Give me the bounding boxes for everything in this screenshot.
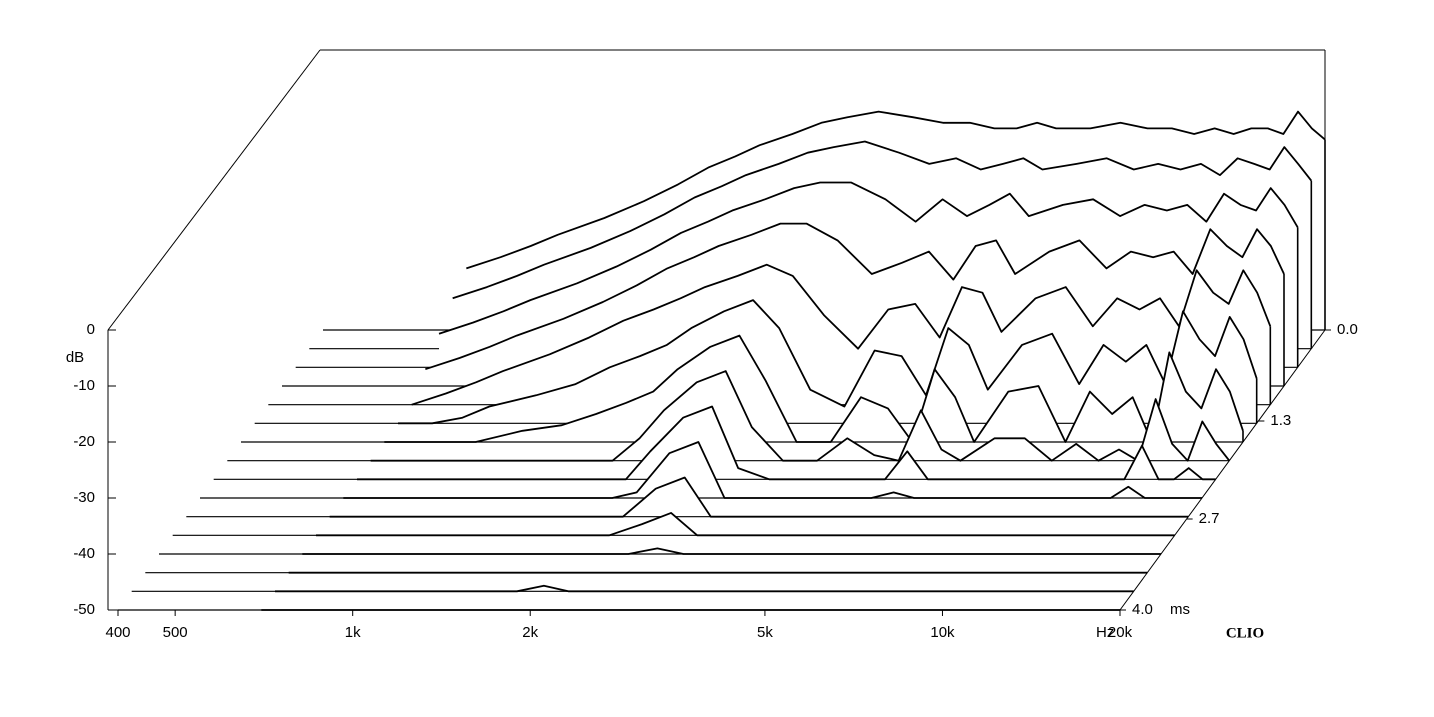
slice-curve xyxy=(316,512,1175,537)
slice-curve xyxy=(302,547,1161,555)
x-tick-label: 20k xyxy=(1108,624,1133,641)
y-tick-label: -40 xyxy=(73,545,95,562)
x-tick-label: 2k xyxy=(522,624,538,641)
x-unit: Hz xyxy=(1096,624,1114,641)
y-tick-label: -50 xyxy=(73,601,95,618)
z-unit: ms xyxy=(1170,601,1190,618)
x-tick-label: 1k xyxy=(345,624,361,641)
slice-curve xyxy=(398,299,1258,425)
slice-curve xyxy=(438,181,1299,335)
brand: CLIO xyxy=(1226,625,1264,641)
z-axis xyxy=(1119,329,1326,611)
slice-curve xyxy=(370,370,1231,462)
x-tick-label: 10k xyxy=(930,624,955,641)
slice-curve xyxy=(384,334,1244,443)
y-tick-label: -20 xyxy=(73,433,95,450)
slice-mask xyxy=(384,335,1244,442)
slices xyxy=(118,110,1326,611)
y-tick-label: -10 xyxy=(73,377,95,394)
slice-curve xyxy=(329,476,1189,518)
slice-curve xyxy=(466,110,1326,270)
x-tick-label: 5k xyxy=(757,624,773,641)
y-tick-label: -30 xyxy=(73,489,95,506)
slice-curve xyxy=(275,584,1134,593)
z-tick-label: 2.7 xyxy=(1199,510,1220,527)
frame-diagonal xyxy=(107,49,321,331)
y-tick-label: 0 xyxy=(87,321,95,338)
slice-curve xyxy=(343,441,1202,499)
z-tick-label: 0.0 xyxy=(1337,321,1358,338)
z-tick-label: 1.3 xyxy=(1270,412,1291,429)
slice-mask xyxy=(357,406,1216,480)
slice-curve xyxy=(411,263,1272,406)
z-tick-label: 4.0 xyxy=(1132,601,1153,618)
x-tick-label: 500 xyxy=(163,624,188,641)
slice-curve xyxy=(452,140,1313,300)
y-axis-label: dB xyxy=(66,349,84,366)
slice-curve xyxy=(425,222,1285,371)
x-tick-label: 400 xyxy=(105,624,130,641)
slice-curve xyxy=(357,405,1216,481)
